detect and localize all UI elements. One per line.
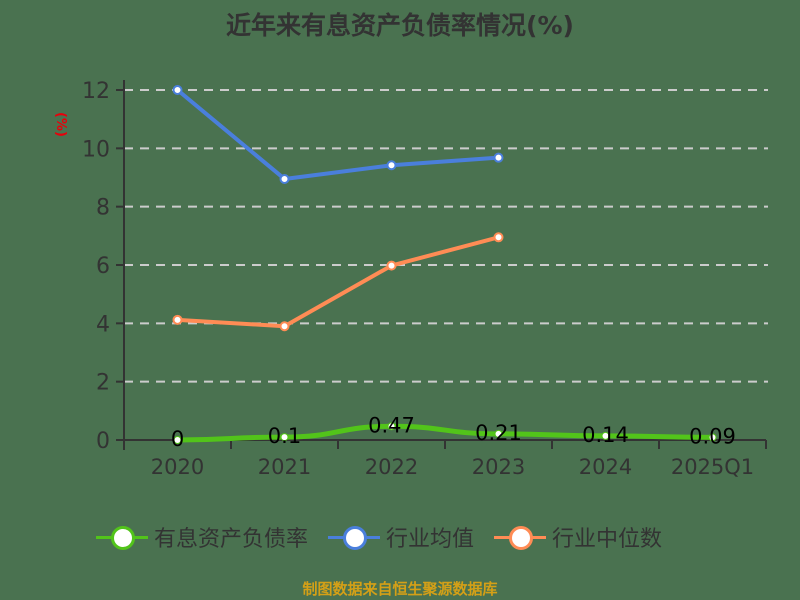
svg-text:2023: 2023 [472, 455, 525, 479]
svg-text:2020: 2020 [151, 455, 204, 479]
svg-text:0.1: 0.1 [268, 424, 301, 448]
data-series [172, 85, 717, 444]
y-axis-tick-labels: 0 2 4 6 8 10 12 [82, 79, 110, 454]
y-axis-unit-label: (%) [53, 112, 68, 137]
legend-item-interest-bearing-debt-ratio[interactable]: 有息资产负债率 [96, 521, 308, 553]
svg-text:10: 10 [82, 137, 110, 162]
svg-text:2021: 2021 [258, 455, 311, 479]
svg-text:0.21: 0.21 [475, 421, 522, 445]
svg-text:8: 8 [96, 196, 110, 221]
svg-text:2022: 2022 [365, 455, 418, 479]
legend-label: 有息资产负债率 [154, 527, 309, 552]
x-axis-tick-labels: 2020 2021 2022 2023 2024 2025Q1 [151, 455, 754, 479]
gridlines [124, 89, 768, 383]
legend-item-industry-average[interactable]: 行业均值 [328, 521, 474, 553]
svg-text:0.47: 0.47 [368, 413, 415, 437]
source-footer: 制图数据来自恒生聚源数据库 [302, 580, 498, 598]
svg-text:12: 12 [82, 79, 110, 104]
legend-marker-icon [494, 523, 547, 551]
svg-text:0: 0 [96, 429, 110, 454]
svg-text:2024: 2024 [579, 455, 632, 479]
svg-text:2025Q1: 2025Q1 [671, 455, 754, 479]
legend-label: 行业中位数 [552, 527, 663, 552]
svg-text:4: 4 [96, 312, 110, 337]
data-labels: 0 0.1 0.47 0.21 0.14 0.09 [171, 413, 736, 451]
svg-text:0: 0 [171, 427, 184, 451]
svg-text:0.09: 0.09 [689, 424, 736, 448]
legend: 有息资产负债率 行业均值 行业中位数 [96, 522, 682, 552]
legend-item-industry-median[interactable]: 行业中位数 [494, 521, 662, 553]
svg-text:0.14: 0.14 [582, 423, 629, 447]
legend-label: 行业均值 [386, 527, 475, 552]
svg-text:6: 6 [96, 254, 110, 279]
legend-marker-icon [328, 523, 381, 551]
svg-text:2: 2 [96, 371, 110, 396]
chart-title: 近年来有息资产负债率情况(%) [226, 11, 574, 40]
legend-marker-icon [96, 523, 148, 551]
